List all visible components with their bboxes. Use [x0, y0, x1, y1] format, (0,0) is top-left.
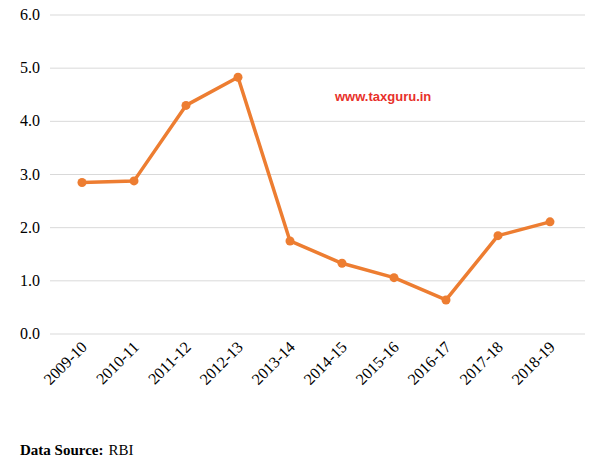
y-tick-label: 4.0: [20, 112, 40, 129]
y-tick-label: 5.0: [20, 59, 40, 76]
x-tick-label: 2017-18: [456, 338, 506, 388]
grid-line: [50, 15, 585, 16]
data-point: [286, 236, 295, 245]
x-tick-label: 2013-14: [248, 338, 298, 388]
grid-line: [50, 334, 585, 335]
source-value: RBI: [108, 442, 133, 458]
x-tick-label: 2012-13: [196, 338, 246, 388]
data-point: [546, 217, 555, 226]
data-line: [82, 77, 550, 300]
source-note: Data Source: RBI: [20, 442, 133, 458]
x-tick-label: 2016-17: [404, 338, 454, 388]
data-point: [338, 259, 347, 268]
source-label: Data Source:: [20, 442, 103, 458]
y-tick-label: 2.0: [20, 219, 40, 236]
grid-line: [50, 280, 585, 281]
y-tick-label: 6.0: [20, 6, 40, 23]
watermark: www.taxguru.in: [334, 89, 431, 104]
data-point: [234, 73, 243, 82]
x-tick-label: 2018-19: [508, 338, 558, 388]
grid-line: [50, 68, 585, 69]
y-tick-label: 1.0: [20, 272, 40, 289]
x-tick-label: 2011-12: [145, 338, 194, 387]
y-tick-label: 0.0: [20, 325, 40, 342]
grid-line: [50, 174, 585, 175]
data-point: [494, 231, 503, 240]
data-point: [390, 273, 399, 282]
data-point: [442, 295, 451, 304]
data-point: [182, 101, 191, 110]
x-tick-label: 2015-16: [352, 338, 402, 388]
grid-line: [50, 121, 585, 122]
grid-line: [50, 227, 585, 228]
y-tick-label: 3.0: [20, 166, 40, 183]
x-tick-label: 2014-15: [300, 338, 350, 388]
x-tick-label: 2010-11: [93, 338, 142, 387]
data-point: [130, 176, 139, 185]
chart: 0.0 1.0 2.0 3.0 4.0 5.0 6.0 2009-102010-112011-…: [0, 0, 598, 474]
x-tick-label: 2009-10: [40, 338, 90, 388]
plot-area: [78, 73, 555, 305]
data-point: [78, 178, 87, 187]
